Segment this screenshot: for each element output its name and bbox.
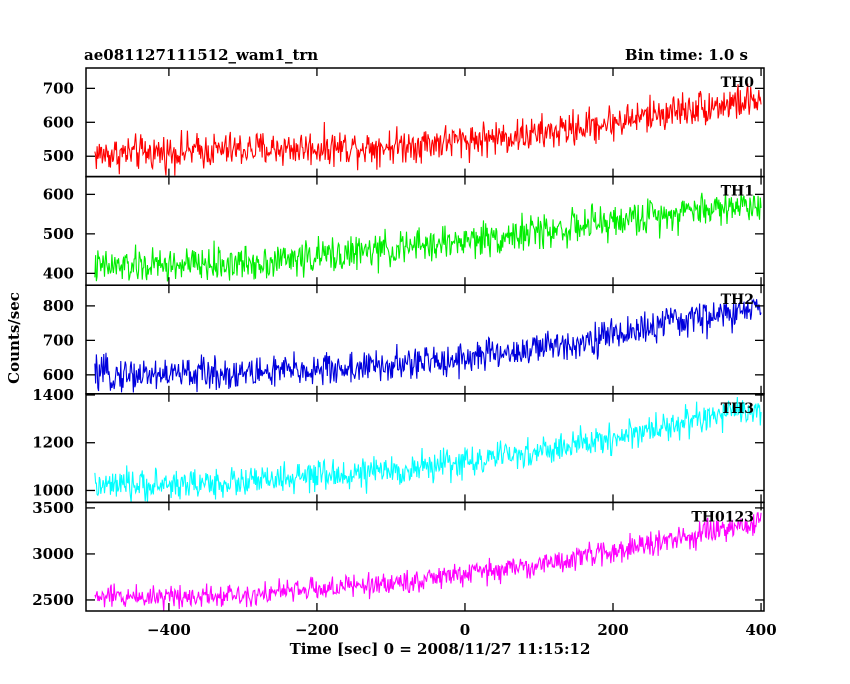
y-axis-title: Counts/sec bbox=[5, 292, 23, 384]
x-axis-title: Time [sec] 0 = 2008/11/27 11:15:12 bbox=[290, 640, 591, 658]
series-line-th3 bbox=[94, 397, 762, 503]
y-tick-label: 400 bbox=[43, 264, 74, 282]
panel-th1: 400 500 600 TH1 bbox=[43, 175, 765, 286]
y-tick-label: 800 bbox=[43, 297, 74, 315]
panel-frame bbox=[85, 67, 765, 178]
panel-label-th0123: TH0123 bbox=[691, 509, 754, 525]
x-tick-label: −200 bbox=[295, 621, 339, 639]
panel-th3: 1000 1200 1400 TH3 bbox=[32, 386, 765, 504]
x-tick-label: 400 bbox=[745, 621, 776, 639]
y-tick-label: 500 bbox=[43, 147, 74, 165]
x-tick-label: 0 bbox=[460, 621, 470, 639]
y-tick-label: 600 bbox=[43, 366, 74, 384]
panel-frame bbox=[85, 501, 765, 612]
panels-layer: 500 600 700 TH0 400 500 600 TH1 600 700 800 TH2 1000… bbox=[32, 67, 777, 639]
y-tick-label: 1000 bbox=[32, 481, 74, 499]
y-tick-label: 600 bbox=[43, 113, 74, 131]
panel-frame bbox=[85, 284, 765, 395]
series-line-th0 bbox=[94, 83, 762, 176]
y-tick-label: 2500 bbox=[32, 591, 74, 609]
panel-label-th1: TH1 bbox=[721, 184, 754, 200]
x-tick-label: 200 bbox=[597, 621, 628, 639]
series-line-th1 bbox=[94, 192, 762, 282]
panel-th2: 600 700 800 TH2 bbox=[43, 284, 765, 395]
y-tick-label: 600 bbox=[43, 185, 74, 203]
panel-label-th2: TH2 bbox=[721, 292, 754, 308]
bin-time-label: Bin time: 1.0 s bbox=[625, 46, 748, 64]
y-tick-label: 3000 bbox=[32, 545, 74, 563]
panel-th0123: 2500 3000 3500 TH0123 bbox=[32, 499, 765, 612]
panel-label-th0: TH0 bbox=[721, 75, 755, 91]
y-tick-label: 1200 bbox=[32, 434, 74, 452]
series-line-th0123 bbox=[94, 512, 762, 611]
y-tick-label: 500 bbox=[43, 225, 74, 243]
y-tick-label: 700 bbox=[43, 79, 74, 97]
y-tick-label: 700 bbox=[43, 331, 74, 349]
chart-title: ae081127111512_wam1_trn bbox=[84, 46, 318, 64]
x-tick-label: −400 bbox=[147, 621, 191, 639]
panel-label-th3: TH3 bbox=[721, 401, 754, 417]
panel-th0: 500 600 700 TH0 bbox=[43, 67, 765, 178]
y-tick-label: 1400 bbox=[32, 386, 74, 404]
y-tick-label: 3500 bbox=[32, 499, 74, 517]
series-line-th2 bbox=[94, 298, 762, 393]
